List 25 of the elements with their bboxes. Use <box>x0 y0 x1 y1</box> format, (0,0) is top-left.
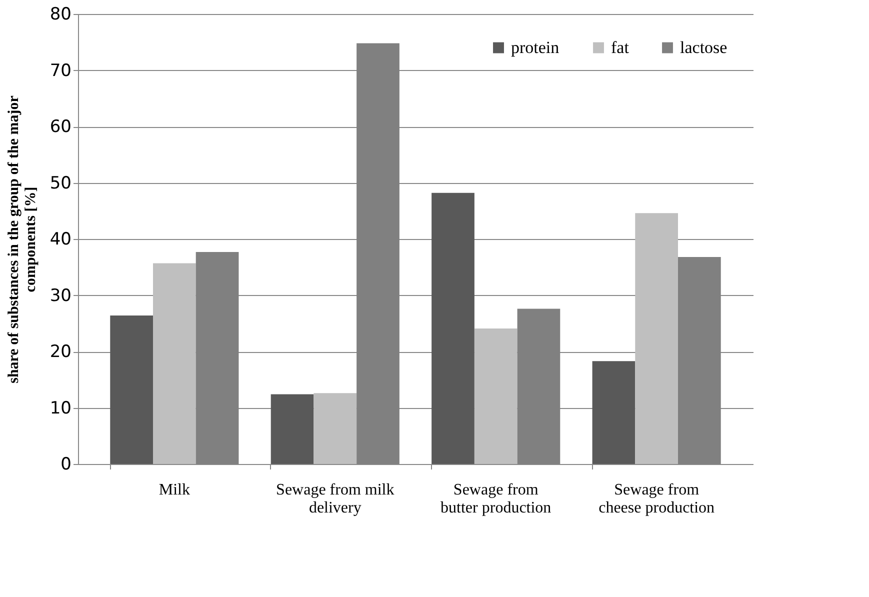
y-tick-label: 60 <box>50 117 72 137</box>
legend-label: protein <box>511 38 560 57</box>
x-tick-label: Sewage from milk delivery <box>276 482 394 516</box>
y-tick-label: 10 <box>50 398 72 418</box>
y-tick-label: 0 <box>60 454 72 474</box>
y-tick-label: 70 <box>50 60 72 81</box>
bar <box>432 192 474 464</box>
legend-label: fat <box>611 38 630 57</box>
legend-label: lactose <box>680 38 728 57</box>
bar <box>635 213 678 464</box>
bar <box>110 316 153 464</box>
bar <box>592 361 636 464</box>
bar <box>314 393 357 464</box>
bar <box>153 263 196 464</box>
y-tick-label: 20 <box>50 342 72 362</box>
x-tick-label: Milk <box>158 482 190 498</box>
y-tick-label: 80 <box>50 4 72 24</box>
bar <box>270 394 314 464</box>
y-tick-label: 40 <box>50 230 72 250</box>
y-tick-label: 50 <box>50 173 72 194</box>
x-tick-label: Sewage from butter production <box>440 482 552 516</box>
x-tick-label: Sewage from cheese production <box>598 482 715 516</box>
y-axis-title: share of substances in the group of the major components [%] <box>6 95 39 384</box>
bar <box>474 328 518 464</box>
y-tick-label: 30 <box>50 286 72 306</box>
